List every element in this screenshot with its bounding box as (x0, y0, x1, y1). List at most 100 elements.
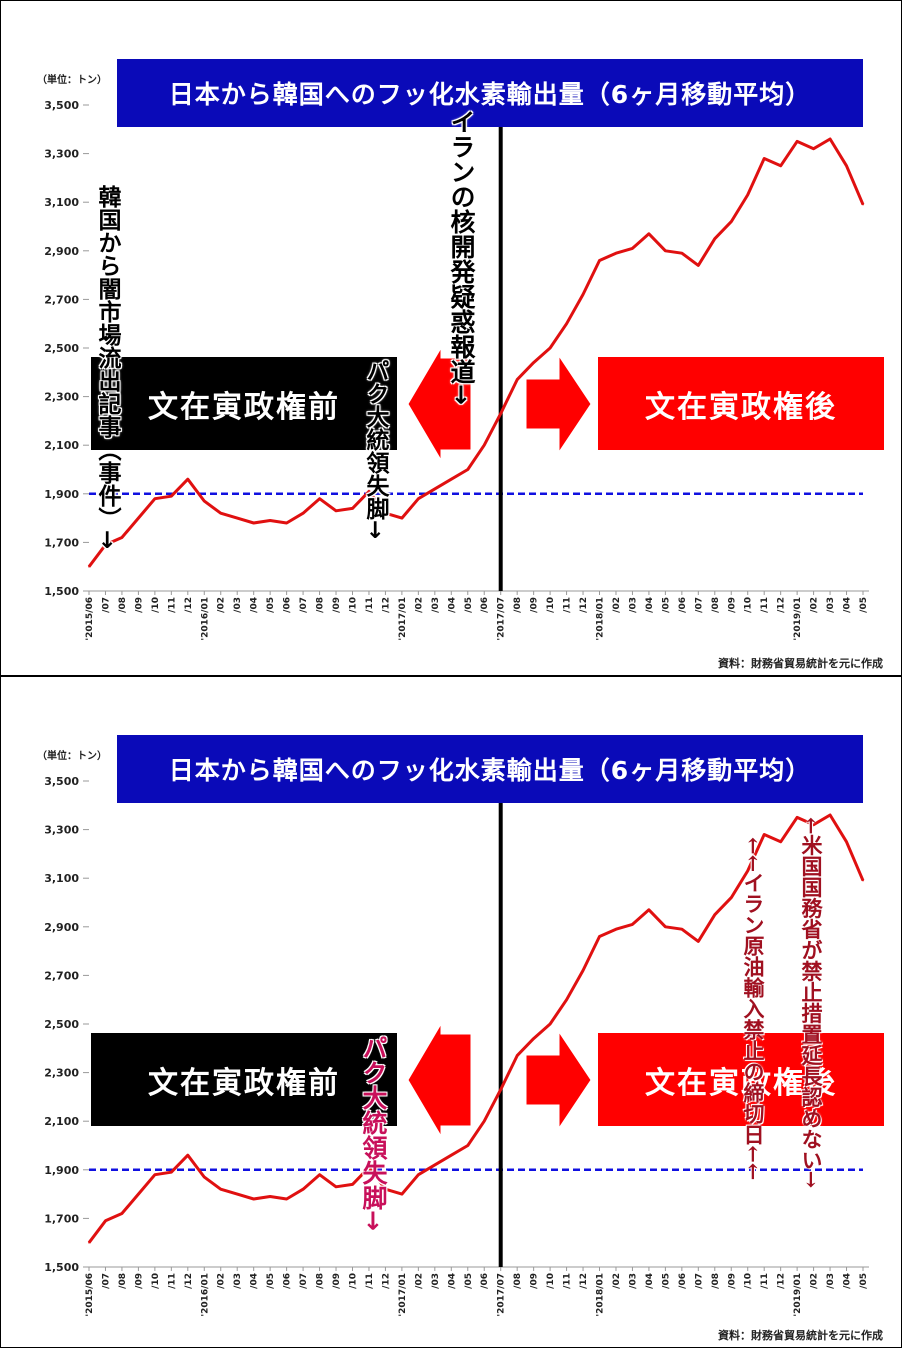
data-point (862, 203, 864, 206)
data-point (746, 194, 749, 196)
data-point (434, 1164, 436, 1166)
data-point (746, 870, 749, 872)
x-tick-label: /09 (530, 597, 540, 613)
note-park-fall: パク大統領失脚→ (362, 359, 388, 540)
chart-title: 日本から韓国へのフッ化水素輸出量（6ヶ月移動平均） (117, 59, 863, 127)
chart-svg-top: 1,500 1,700 1,900 2,100 2,300 2,500 2,700 2,900… (44, 99, 869, 641)
x-tick-label: /09 (134, 1273, 144, 1289)
data-point (648, 909, 650, 911)
x-tick-label: /08 (316, 1273, 326, 1289)
x-tick-label: /05 (661, 1273, 671, 1289)
data-point (499, 1088, 502, 1091)
unit-label: （単位：トン） (37, 75, 107, 86)
data-point (434, 488, 436, 490)
y-tick-label: 2,700 (44, 293, 79, 306)
data-point (236, 1193, 238, 1195)
data-point (417, 1173, 420, 1176)
x-tick-label: /05 (661, 597, 671, 613)
x-tick-label: /10 (744, 1273, 754, 1289)
x-tick-label: /11 (563, 597, 573, 613)
x-tick-label: '2019/01 (793, 1273, 803, 1317)
data-point (467, 1144, 469, 1147)
data-point (401, 1193, 403, 1195)
y-tick-label: 3,100 (44, 872, 79, 885)
data-point (351, 1183, 354, 1186)
data-point (187, 478, 189, 481)
x-tick-label: /03 (826, 597, 836, 613)
y-tick-label: 2,500 (44, 342, 79, 355)
data-point (862, 879, 864, 882)
x-tick-label: /08 (316, 597, 326, 613)
x-tick-label: /10 (151, 597, 161, 613)
x-tick-label: /11 (167, 1273, 177, 1289)
x-tick-label: '2019/01 (793, 597, 803, 641)
x-tick-label: /04 (645, 1273, 655, 1289)
data-point (121, 536, 123, 539)
x-tick-label: /04 (447, 1273, 457, 1289)
note-us-state-dept: ←米国国務省が禁止措置延長認めない→ (799, 817, 824, 1189)
data-point (203, 500, 206, 502)
data-point (697, 940, 700, 943)
x-tick-label: /02 (217, 597, 227, 613)
x-tick-label: /12 (184, 597, 194, 613)
y-tick-label: 3,500 (44, 775, 79, 788)
x-tick-label: /09 (332, 1273, 342, 1289)
right-arrow (525, 354, 592, 454)
x-tick-label: /08 (118, 597, 128, 613)
x-tick-label: /07 (299, 1273, 309, 1289)
data-point (796, 140, 798, 143)
y-tick-label: 2,100 (44, 1115, 79, 1128)
x-tick-label: /06 (283, 597, 293, 613)
x-tick-label: '2017/07 (497, 597, 507, 641)
x-tick-label: /02 (810, 597, 820, 613)
source-label: 資料：財務省貿易統計を元に作成 (718, 657, 883, 670)
x-tick-label: /03 (628, 597, 638, 613)
series-line (87, 813, 865, 1244)
data-point (401, 517, 403, 519)
data-point (516, 1054, 518, 1057)
y-tick-label: 1,500 (44, 585, 79, 598)
chart-svg-bottom: 1,500 1,700 1,900 2,100 2,300 2,500 2,700 2,900… (44, 775, 869, 1317)
data-point (302, 1188, 304, 1190)
x-tick-label: /07 (101, 597, 111, 613)
x-tick-label: '2015/06 (85, 597, 95, 641)
data-point (384, 1188, 387, 1190)
data-point (763, 833, 765, 836)
data-point (516, 378, 518, 381)
data-point (730, 220, 733, 223)
data-point (104, 1220, 107, 1222)
x-tick-label: '2016/01 (200, 597, 210, 641)
x-tick-label: /09 (530, 1273, 540, 1289)
x-tick-label: /11 (365, 597, 375, 613)
data-point (104, 544, 107, 546)
data-point (384, 512, 387, 514)
x-tick-label: /05 (266, 1273, 276, 1289)
x-tick-label: '2017/01 (398, 1273, 408, 1317)
x-tick-label: /05 (464, 597, 474, 613)
data-point (137, 517, 140, 519)
note-iran-oil-deadline: ←←イラン原油輸入禁止の締切日←← (741, 837, 766, 1181)
x-tick-label: /07 (694, 597, 704, 613)
data-point (730, 896, 733, 899)
data-point (779, 165, 782, 167)
x-tick-label: /07 (694, 1273, 704, 1289)
x-tick-label: /12 (579, 1273, 589, 1289)
data-point (121, 1212, 123, 1215)
data-point (467, 468, 469, 471)
x-tick-label: /09 (727, 597, 737, 613)
x-tick-label: '2017/07 (497, 1273, 507, 1317)
left-arrow (407, 346, 472, 462)
x-tick-label: /06 (480, 1273, 490, 1289)
x-tick-label: /12 (381, 597, 391, 613)
x-tick-label: /04 (250, 597, 260, 613)
data-point (285, 522, 288, 524)
data-point (532, 1037, 535, 1040)
data-point (598, 935, 601, 938)
data-point (631, 923, 634, 926)
data-point (368, 490, 370, 493)
data-point (582, 293, 584, 296)
data-point (845, 841, 848, 843)
data-point (664, 250, 667, 252)
y-tick-label: 1,900 (44, 1164, 79, 1177)
y-tick-label: 1,900 (44, 488, 79, 501)
